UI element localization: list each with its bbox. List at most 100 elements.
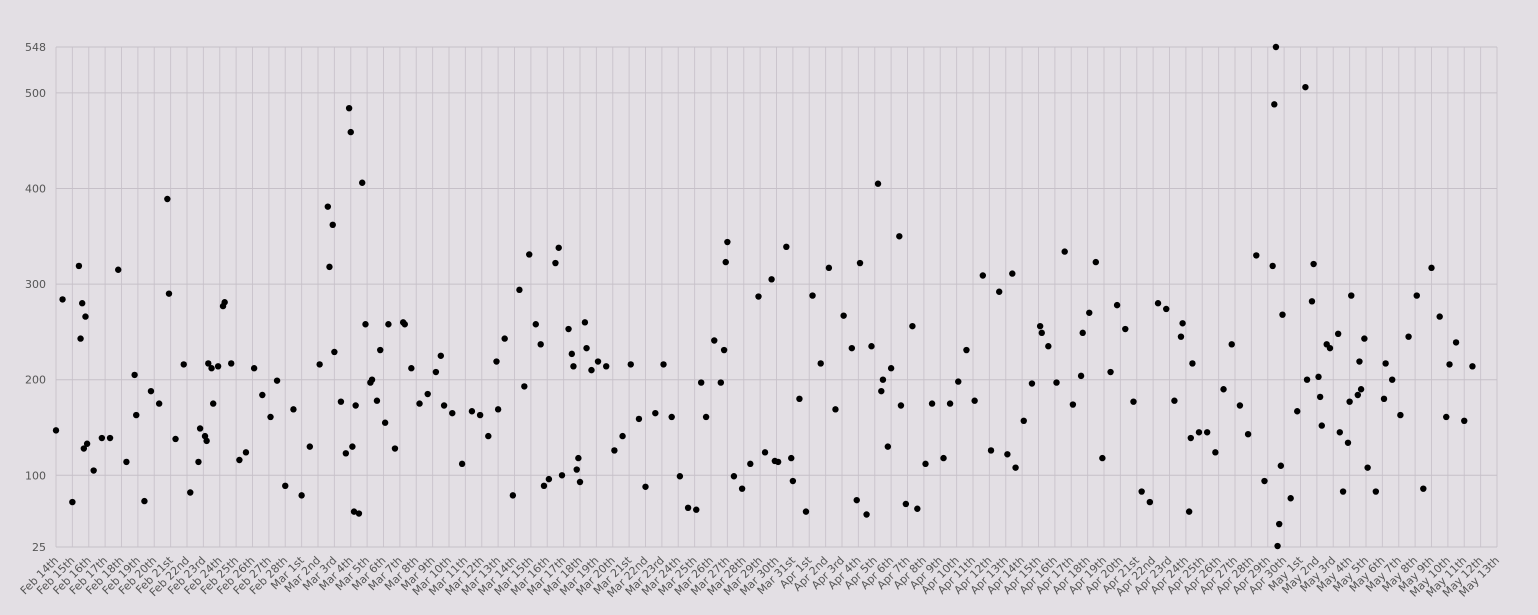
data-point (1012, 464, 1019, 471)
data-point (1356, 358, 1363, 365)
data-point (485, 432, 492, 440)
data-point (273, 377, 281, 384)
data-point (347, 128, 354, 136)
data-point (796, 395, 803, 403)
data-point (493, 358, 500, 365)
data-point (955, 378, 962, 385)
data-point (1261, 477, 1268, 485)
y-tick-label: 548 (25, 41, 46, 54)
data-point (660, 361, 667, 368)
data-point (355, 510, 363, 517)
data-point (588, 366, 595, 374)
data-point (1443, 413, 1450, 421)
data-point (1272, 43, 1280, 51)
data-point (1294, 408, 1301, 415)
y-tick-label: 300 (25, 278, 46, 291)
data-point (1303, 376, 1311, 383)
data-point (1452, 339, 1460, 346)
data-point (722, 258, 729, 266)
data-point (1446, 361, 1453, 368)
data-point (1382, 360, 1389, 367)
data-point (385, 321, 392, 328)
data-point (755, 293, 762, 300)
data-point (187, 489, 194, 496)
data-point (468, 408, 476, 415)
data-point (878, 387, 885, 395)
horizontal-gridlines (56, 46, 1497, 548)
data-point (568, 350, 576, 358)
data-point (368, 376, 376, 383)
data-point (971, 397, 978, 404)
data-point (884, 443, 892, 450)
data-point (59, 296, 66, 303)
data-point (922, 460, 929, 468)
data-point (82, 313, 89, 320)
data-point (1177, 333, 1185, 340)
data-point (516, 286, 523, 294)
data-point (1348, 292, 1355, 299)
data-point (774, 458, 782, 466)
data-point (1269, 262, 1276, 270)
data-point (1028, 380, 1036, 387)
data-point (1187, 434, 1194, 442)
data-point (570, 363, 577, 370)
data-point (391, 445, 399, 452)
data-point (1195, 429, 1203, 436)
data-point (1130, 398, 1137, 405)
data-point (1310, 260, 1317, 268)
data-point (1357, 386, 1365, 393)
data-point (642, 483, 649, 490)
data-point (381, 419, 389, 426)
data-point (290, 406, 297, 413)
data-point (914, 505, 921, 512)
y-tick-label: 500 (25, 87, 46, 100)
data-point (324, 203, 332, 210)
data-point (155, 400, 163, 407)
data-point (509, 492, 517, 499)
data-point (1113, 301, 1121, 309)
data-point (52, 427, 60, 434)
data-point (476, 411, 484, 419)
data-point (896, 233, 903, 240)
data-point (1461, 417, 1468, 425)
data-point (345, 104, 353, 112)
data-point (416, 400, 423, 407)
data-point (1086, 309, 1093, 316)
data-point (1203, 429, 1211, 436)
data-point (1020, 417, 1027, 425)
data-point (408, 365, 415, 372)
data-point (783, 243, 790, 251)
data-point (106, 434, 114, 442)
y-tick-label: 100 (25, 469, 46, 482)
data-point (342, 450, 350, 457)
data-point (316, 361, 323, 368)
data-point (946, 400, 954, 407)
data-point (676, 473, 684, 480)
data-point (1045, 343, 1052, 350)
data-point (1428, 264, 1435, 272)
data-point (1274, 542, 1281, 550)
data-point (1271, 101, 1278, 108)
data-point (909, 322, 916, 330)
data-point (350, 508, 358, 515)
data-point (98, 434, 106, 442)
data-point (1380, 395, 1388, 403)
data-point (1069, 401, 1077, 408)
data-point (1099, 454, 1106, 462)
data-point (697, 379, 705, 386)
data-point (501, 335, 508, 342)
data-point (1253, 252, 1260, 259)
data-point (581, 319, 589, 326)
data-point (853, 496, 860, 504)
data-point (684, 504, 692, 512)
data-point (440, 402, 448, 409)
data-point (652, 409, 659, 417)
data-point (210, 400, 217, 407)
data-point (575, 454, 582, 462)
data-point (761, 449, 769, 456)
data-point (141, 497, 148, 505)
data-point (1122, 325, 1129, 333)
data-points (52, 43, 1476, 550)
